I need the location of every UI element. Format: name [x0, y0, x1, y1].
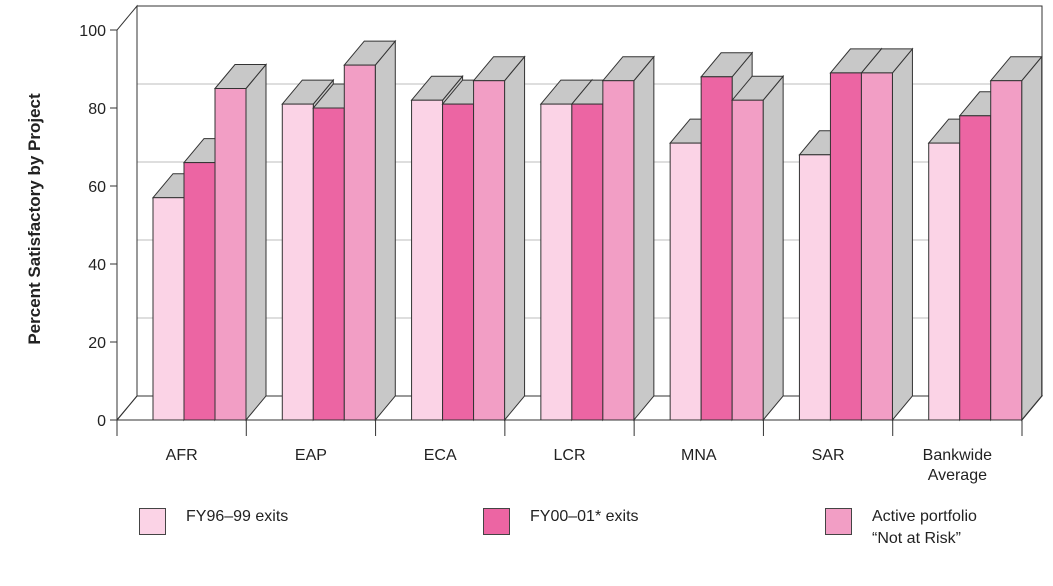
- x-tick-label: AFR: [166, 447, 198, 464]
- chart-labels: 0 20 40 60 80 100 AFR EAP ECA LCR MNA SAR Bankwide Av…: [79, 23, 992, 484]
- bar-front: [731, 99, 764, 421]
- bar-front: [343, 64, 376, 421]
- bar-front: [860, 72, 893, 421]
- bar: [213, 63, 268, 422]
- bar-front: [214, 88, 247, 421]
- bar-side: [633, 55, 655, 422]
- bar-side: [504, 55, 526, 422]
- bar-front: [183, 162, 216, 421]
- bar-front: [281, 103, 314, 421]
- y-tick-label: 80: [88, 101, 106, 118]
- legend-label-series-3: Active portfolio “Not at Risk”: [872, 508, 977, 547]
- bar-chart: 0 20 40 60 80 100 AFR EAP ECA LCR MNA SAR Bankwide Av…: [25, 4, 1044, 484]
- chart-legend: FY96–99 exits FY00–01* exits Active port…: [0, 506, 1053, 586]
- bar-front: [312, 107, 345, 421]
- y-axis-label: Percent Satisfactory by Project: [25, 93, 44, 345]
- bar-side: [245, 63, 267, 422]
- legend-swatch-series-3: [825, 508, 852, 535]
- legend-swatch-series-2: [483, 508, 510, 535]
- bar-front: [152, 197, 185, 421]
- bar-front: [602, 80, 635, 421]
- bar-front: [990, 80, 1023, 421]
- bar: [343, 39, 397, 422]
- y-tick-label: 100: [79, 23, 106, 40]
- bar-front: [959, 115, 992, 421]
- legend-item-series-1: FY96–99 exits: [139, 506, 288, 535]
- bar: [989, 55, 1043, 422]
- chart-bars: [151, 39, 1043, 422]
- bar: [472, 55, 526, 422]
- chart-side-wall: [116, 4, 138, 422]
- bar: [860, 47, 914, 422]
- x-tick-label: ECA: [424, 447, 457, 464]
- bar: [601, 55, 655, 422]
- legend-swatch-series-1: [139, 508, 166, 535]
- bar: [731, 74, 785, 422]
- bar-front: [700, 76, 733, 421]
- bar: [669, 117, 723, 422]
- y-tick-label: 40: [88, 257, 106, 274]
- y-tick-label: 0: [97, 413, 106, 430]
- x-tick-label: MNA: [681, 447, 717, 464]
- x-tick-label: Bankwide Average: [923, 447, 992, 484]
- bar-side: [1021, 55, 1043, 422]
- y-tick-label: 20: [88, 335, 106, 352]
- legend-label-series-1: FY96–99 exits: [186, 508, 289, 525]
- legend-item-series-3: Active portfolio “Not at Risk”: [825, 506, 977, 550]
- x-tick-label: LCR: [553, 447, 585, 464]
- bar-front: [829, 72, 862, 421]
- x-tick-label: SAR: [812, 447, 845, 464]
- bar-side: [762, 74, 784, 422]
- bar-side: [891, 47, 913, 422]
- bar-front: [473, 80, 506, 421]
- bar-front: [571, 103, 604, 421]
- bar-front: [442, 103, 475, 421]
- y-tick-label: 60: [88, 179, 106, 196]
- bar-front: [928, 142, 961, 421]
- bar-front: [411, 99, 444, 421]
- legend-item-series-2: FY00–01* exits: [483, 506, 639, 535]
- x-tick-label: EAP: [295, 447, 327, 464]
- bar-front: [798, 154, 831, 421]
- bar-front: [669, 142, 702, 421]
- bar-side: [374, 39, 396, 422]
- legend-label-series-2: FY00–01* exits: [530, 508, 639, 525]
- bar-front: [540, 103, 573, 421]
